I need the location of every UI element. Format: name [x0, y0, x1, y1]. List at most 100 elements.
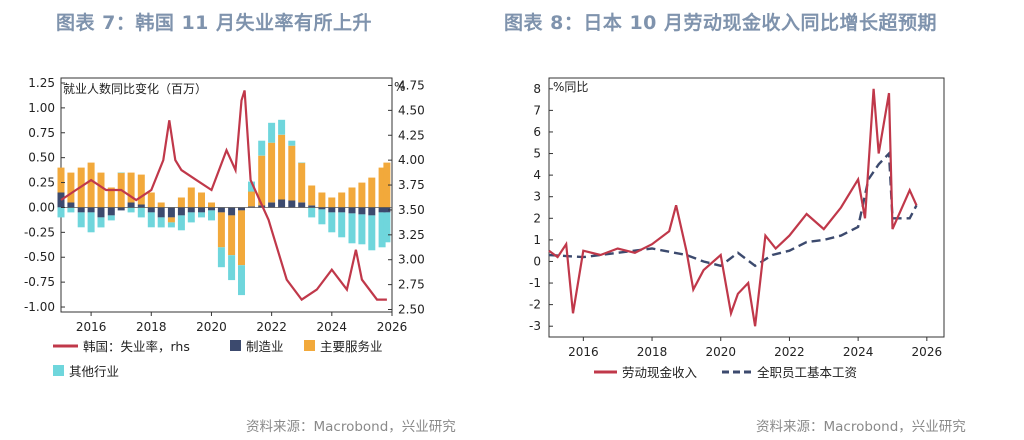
left-y-tick-label: 1.25 — [28, 76, 55, 90]
bar-other — [298, 162, 306, 164]
bar-other — [268, 122, 276, 143]
bar-manufacturing — [77, 207, 85, 213]
bar-services — [97, 172, 105, 208]
right-y-tick-label: 4.75 — [398, 78, 425, 92]
bar-other — [318, 209, 326, 225]
bar-other — [328, 212, 336, 233]
left-x-tick-label: 2020 — [196, 320, 227, 334]
bar-other — [137, 207, 145, 218]
bar-manufacturing — [318, 207, 326, 210]
bar-manufacturing — [308, 205, 316, 208]
bar-other — [127, 207, 135, 213]
bar-services — [318, 192, 326, 208]
bar-other — [348, 213, 356, 244]
right-y-tick-label: 4.00 — [398, 153, 425, 167]
bar-manufacturing — [238, 207, 245, 211]
bar-other — [177, 215, 185, 231]
legend-swatch-manufacturing — [230, 340, 241, 351]
bar-other — [57, 207, 65, 218]
bar-manufacturing — [157, 207, 165, 218]
left-x-tick-label: 2022 — [256, 320, 287, 334]
bar-manufacturing — [328, 207, 336, 213]
left-y-tick-label: -0.75 — [24, 275, 55, 289]
bar-manufacturing — [127, 202, 135, 208]
left-y-axis-label: 就业人数同比变化（百万） — [63, 81, 207, 96]
bar-manufacturing — [117, 207, 125, 211]
right-y-tick-label: 4.25 — [398, 128, 425, 142]
bar-manufacturing — [97, 207, 105, 218]
left-y-tick-label: -1.00 — [24, 300, 55, 314]
bar-other — [167, 222, 175, 228]
bar-other — [278, 119, 286, 135]
right-chart-title: 图表 8：日本 10 月劳动现金收入同比增长超预期 — [504, 12, 938, 34]
left-y-tick-label: 0.00 — [28, 200, 55, 214]
bar-services — [248, 191, 255, 207]
left-source-note: 资料来源：Macrobond，兴业研究 — [246, 419, 456, 435]
bar-services — [187, 187, 195, 208]
bar-services — [358, 182, 366, 208]
legend-swatch-other — [53, 365, 64, 376]
bar-other — [107, 215, 115, 221]
left-chart-title: 图表 7：韩国 11 月失业率有所上升 — [56, 12, 373, 34]
bar-services — [167, 217, 175, 223]
bar-services — [238, 210, 245, 266]
right-y-tick-label: 3.50 — [398, 203, 425, 217]
left-y-tick-label: 0.75 — [28, 126, 55, 140]
right-y-tick-label: 3.75 — [398, 178, 425, 192]
bar-services — [87, 162, 95, 208]
left-x-tick-label: 2018 — [136, 320, 167, 334]
bar-manufacturing — [217, 207, 225, 213]
bar-services — [57, 167, 65, 193]
bar-other — [198, 212, 205, 218]
bar-manufacturing — [368, 207, 376, 216]
bar-manufacturing — [87, 207, 95, 213]
bar-other — [378, 212, 386, 248]
bar-other — [187, 212, 195, 223]
bar-manufacturing — [348, 207, 356, 214]
bar-manufacturing — [268, 202, 276, 208]
bar-other — [77, 212, 85, 228]
left-y-tick-label: -0.50 — [24, 250, 55, 264]
left-x-tick-label: 2016 — [76, 320, 107, 334]
legend-label-unemployment: 韩国：失业率，rhs — [83, 339, 190, 354]
bar-services — [278, 134, 286, 200]
bar-manufacturing — [298, 202, 306, 208]
bar-manufacturing — [288, 200, 296, 208]
bar-manufacturing — [147, 207, 155, 213]
legend-label-services: 主要服务业 — [320, 339, 383, 354]
bar-services — [268, 142, 276, 203]
bar-services — [127, 172, 135, 203]
bar-other — [288, 140, 296, 146]
left-y-tick-label: -0.25 — [24, 225, 55, 239]
bar-manufacturing — [358, 207, 366, 215]
bar-other — [217, 247, 225, 268]
bar-services — [208, 202, 215, 208]
bar-other — [228, 255, 236, 281]
right-y-axis-label: % — [394, 80, 405, 94]
bar-services — [383, 162, 391, 208]
left-legend: 韩国：失业率，rhs 制造业 主要服务业 其他行业 — [53, 339, 383, 379]
bar-other — [147, 212, 155, 228]
bar-manufacturing — [338, 207, 346, 213]
bar-other — [238, 265, 245, 296]
right-y-tick-label: 3.00 — [398, 253, 425, 267]
bar-services — [298, 162, 306, 203]
bar-other — [368, 215, 376, 251]
bar-other — [97, 217, 105, 228]
bar-manufacturing — [167, 207, 175, 218]
right-y-tick-label: 4.50 — [398, 103, 425, 117]
bar-services — [288, 145, 296, 201]
bar-other — [308, 207, 316, 218]
bar-manufacturing — [198, 207, 205, 213]
legend-swatch-services — [304, 340, 315, 351]
bar-services — [147, 192, 155, 208]
left-x-tick-label: 2026 — [377, 320, 408, 334]
bar-manufacturing — [67, 202, 75, 208]
bar-services — [107, 187, 115, 208]
bar-services — [157, 202, 165, 208]
bar-manufacturing — [177, 207, 185, 216]
bar-other — [87, 212, 95, 233]
bar-services — [217, 212, 225, 248]
bar-services — [338, 192, 346, 208]
unemployment-rate-line — [60, 90, 387, 302]
